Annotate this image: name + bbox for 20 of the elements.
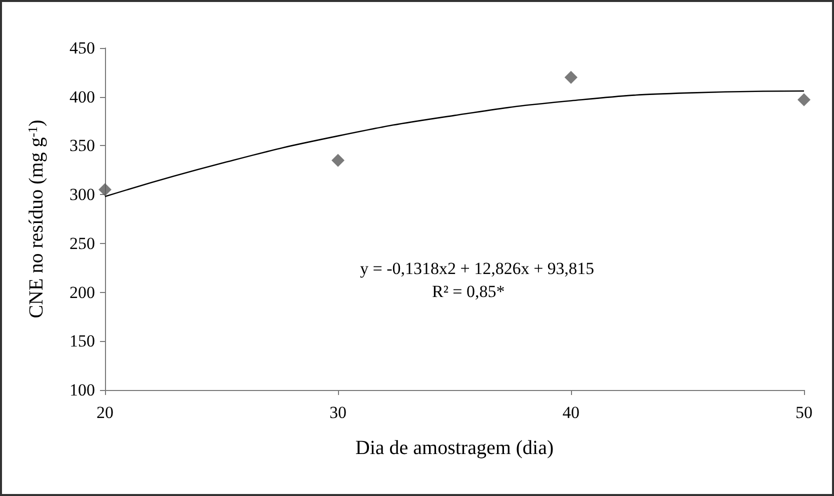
y-tick-label: 200 (70, 282, 95, 302)
y-tick-label: 150 (70, 332, 95, 351)
y-axis-title: CNE no resíduo (mg g-1) (25, 120, 48, 318)
y-tick-label: 100 (70, 380, 95, 400)
x-axis-title: Dia de amostragem (dia) (355, 437, 554, 459)
annotation: R² = 0,85* (432, 282, 505, 301)
point (98, 183, 112, 196)
point (798, 93, 810, 106)
point (564, 70, 578, 84)
x-tick-label: 20 (96, 403, 114, 422)
annotation: y = -0,1318x2 + 12,826x + 93,815 (360, 259, 594, 278)
y-tick-label: 450 (70, 38, 95, 58)
x-tick-label: 50 (796, 403, 812, 422)
x-tick-label: 40 (562, 403, 580, 422)
y-tick-label: 300 (70, 185, 95, 204)
x-tick-label: 30 (330, 403, 346, 422)
point (332, 154, 344, 167)
y-tick-label: 350 (70, 136, 95, 156)
y-tick-label: 400 (70, 87, 95, 106)
y-tick-label: 250 (70, 234, 95, 253)
